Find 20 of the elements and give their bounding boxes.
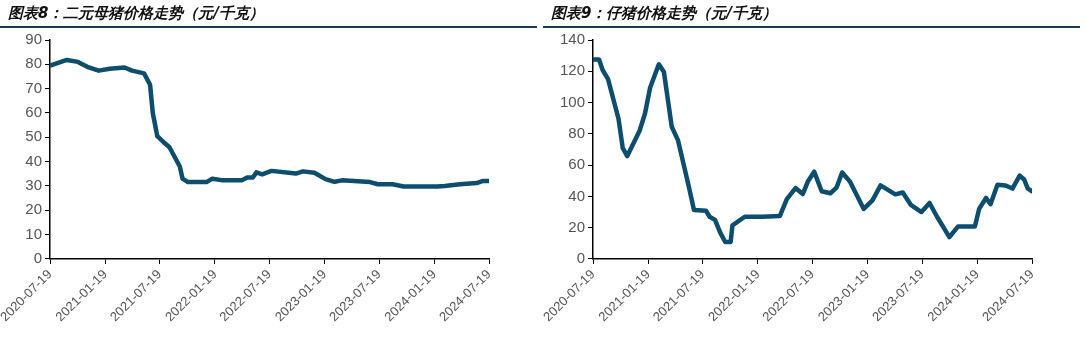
chart-title: 图表9：仔猪价格走势（元/千克） bbox=[543, 0, 1080, 28]
y-tick-label: 80 bbox=[25, 54, 43, 72]
y-tick-label: 40 bbox=[25, 151, 43, 169]
chart-title: 图表8：二元母猪价格走势（元/千克） bbox=[0, 0, 537, 28]
y-tick-label: 140 bbox=[559, 30, 586, 48]
y-tick-label: 20 bbox=[568, 217, 586, 235]
y-tick-label: 90 bbox=[25, 30, 43, 48]
y-tick-label: 10 bbox=[25, 224, 43, 242]
y-tick-label: 100 bbox=[559, 92, 586, 110]
y-tick-label: 30 bbox=[25, 176, 43, 194]
y-tick-label: 50 bbox=[25, 127, 43, 145]
y-tick-label: 0 bbox=[576, 249, 586, 267]
y-tick-label: 70 bbox=[25, 78, 43, 96]
y-tick-label: 0 bbox=[33, 249, 43, 267]
y-tick-label: 60 bbox=[568, 155, 586, 173]
y-tick-label: 80 bbox=[568, 123, 586, 141]
y-tick-label: 120 bbox=[559, 61, 586, 79]
y-tick-label: 20 bbox=[25, 200, 43, 218]
y-tick-label: 40 bbox=[568, 186, 586, 204]
y-tick-label: 60 bbox=[25, 103, 43, 121]
